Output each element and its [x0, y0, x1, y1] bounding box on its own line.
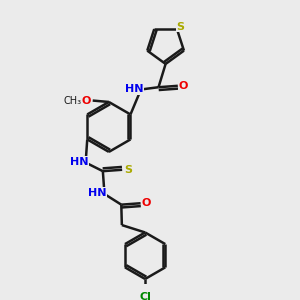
Text: HN: HN — [70, 157, 88, 167]
Text: O: O — [179, 81, 188, 91]
Text: HN: HN — [124, 84, 143, 94]
Text: CH₃: CH₃ — [63, 96, 81, 106]
Text: S: S — [124, 165, 132, 175]
Text: Cl: Cl — [140, 292, 151, 300]
Text: O: O — [82, 95, 91, 106]
Text: S: S — [177, 22, 184, 32]
Text: HN: HN — [88, 188, 106, 198]
Text: O: O — [142, 198, 151, 208]
